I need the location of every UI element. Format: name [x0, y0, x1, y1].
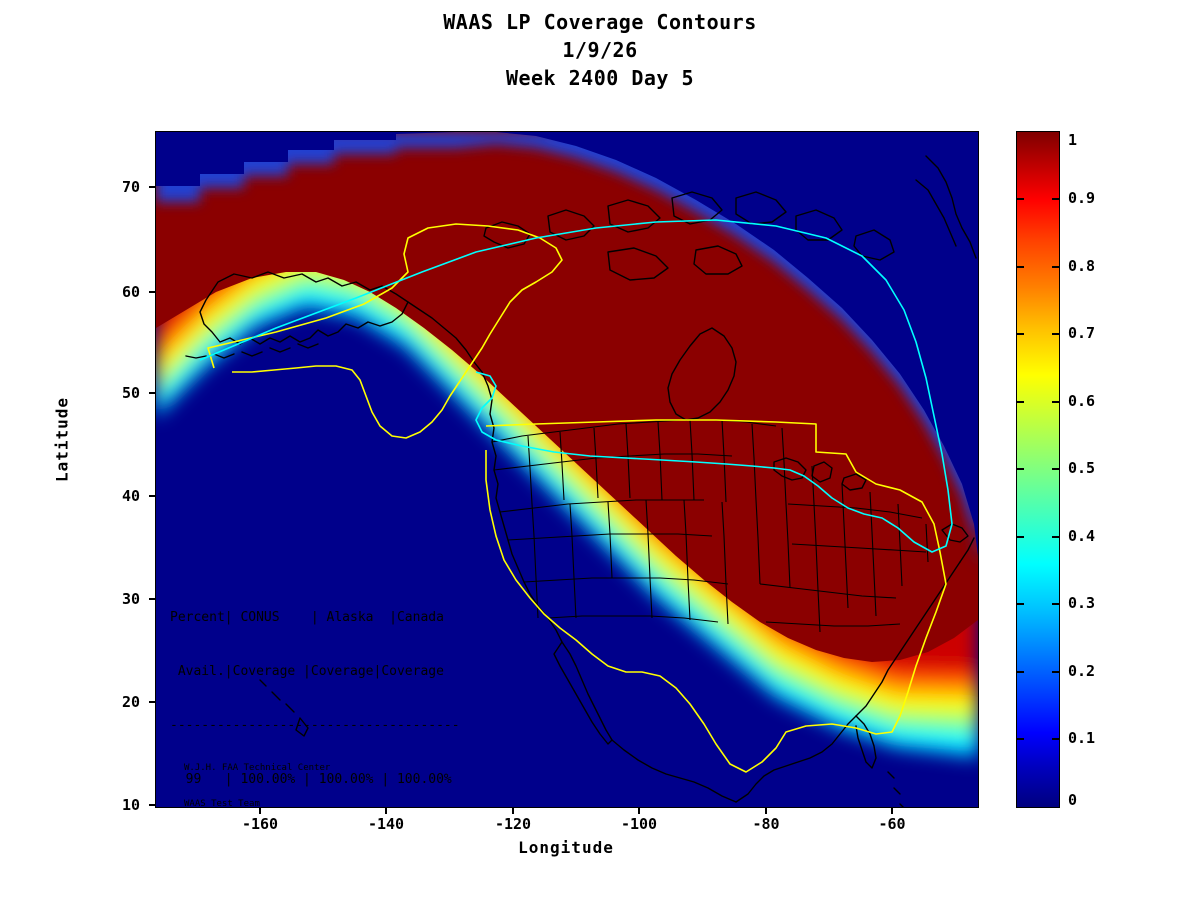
cb-tick-0-2-right	[1052, 671, 1059, 673]
stats-row-99: 99 | 100.00% | 100.00% | 100.00%	[170, 772, 452, 787]
credit-block: W.J.H. FAA Technical Center WAAS Test Te…	[184, 738, 330, 807]
y-tick-label-30: 30	[121, 590, 140, 608]
latitude-axis-title: Latitude	[52, 396, 72, 483]
cb-tick-0-1-right	[1052, 738, 1059, 740]
full-coverage-region	[156, 132, 978, 662]
cb-tick-0-7	[1017, 333, 1024, 335]
cb-tick-0-9	[1017, 198, 1024, 200]
credit-line-1: W.J.H. FAA Technical Center	[184, 763, 331, 773]
y-tick-70	[149, 186, 156, 188]
stats-divider: -------------------------------------	[170, 718, 460, 733]
cb-label-0-2: 0.2	[1068, 662, 1096, 680]
x-tick-m140	[385, 807, 387, 814]
y-tick-label-10: 10	[121, 796, 140, 814]
x-tick-label-m160: -160	[241, 815, 279, 833]
cb-tick-0-4	[1017, 536, 1024, 538]
cb-label-0-7: 0.7	[1068, 324, 1096, 342]
x-tick-label-m80: -80	[752, 815, 780, 833]
cb-tick-0-5-right	[1052, 468, 1059, 470]
geography-overlay	[185, 155, 977, 807]
cb-label-1: 1	[1068, 131, 1078, 149]
longitude-axis-title: Longitude	[518, 838, 614, 857]
y-tick-50	[149, 392, 156, 394]
arctic-no-coverage-region	[156, 132, 978, 556]
stats-header-row-1: Percent| CONUS | Alaska |Canada	[170, 610, 444, 625]
x-tick-m60	[891, 807, 893, 814]
x-tick-label-m60: -60	[878, 815, 906, 833]
cb-label-0: 0	[1068, 791, 1078, 809]
coverage-colorbar	[1016, 131, 1060, 808]
map-plot-area: Percent| CONUS | Alaska |Canada Avail.|C…	[155, 131, 979, 808]
cb-label-0-8: 0.8	[1068, 257, 1096, 275]
x-tick-m120	[512, 807, 514, 814]
y-tick-40	[149, 495, 156, 497]
alaska-service-volume-boundary	[207, 223, 563, 439]
cb-tick-0-5	[1017, 468, 1024, 470]
coverage-field	[156, 132, 978, 758]
x-tick-label-m100: -100	[620, 815, 658, 833]
cb-label-0-3: 0.3	[1068, 594, 1096, 612]
cb-label-0-6: 0.6	[1068, 392, 1096, 410]
y-tick-30	[149, 598, 156, 600]
coastline-layer	[185, 155, 977, 807]
cb-label-0-4: 0.4	[1068, 527, 1096, 545]
cb-tick-0-6-right	[1052, 401, 1059, 403]
title-line-3: Week 2400 Day 5	[505, 66, 695, 90]
title-line-2: 1/9/26	[562, 38, 638, 62]
cb-tick-0-3-right	[1052, 603, 1059, 605]
cb-tick-0-6	[1017, 401, 1024, 403]
us-state-borders-layer	[491, 419, 929, 633]
cb-tick-0-4-right	[1052, 536, 1059, 538]
y-tick-20	[149, 701, 156, 703]
x-tick-label-m120: -120	[494, 815, 532, 833]
cb-label-0-1: 0.1	[1068, 729, 1096, 747]
title-line-1: WAAS LP Coverage Contours	[443, 10, 757, 34]
cb-tick-0-2	[1017, 671, 1024, 673]
stats-header-row-2: Avail.|Coverage |Coverage|Coverage	[170, 664, 444, 679]
x-tick-m160	[259, 807, 261, 814]
cb-tick-0-7-right	[1052, 333, 1059, 335]
cb-tick-0-9-right	[1052, 198, 1059, 200]
y-tick-label-50: 50	[121, 384, 140, 402]
cb-tick-0-8	[1017, 266, 1024, 268]
y-tick-60	[149, 291, 156, 293]
cb-tick-0-8-right	[1052, 266, 1059, 268]
x-tick-m80	[765, 807, 767, 814]
x-tick-m100	[638, 807, 640, 814]
credit-line-2: WAAS Test Team	[184, 799, 260, 807]
cb-tick-0-3	[1017, 603, 1024, 605]
conus-service-volume-boundary	[485, 419, 947, 773]
cb-tick-0-1	[1017, 738, 1024, 740]
y-tick-label-60: 60	[121, 283, 140, 301]
coverage-stats-table: Percent| CONUS | Alaska |Canada Avail.|C…	[170, 573, 460, 807]
y-tick-label-20: 20	[121, 693, 140, 711]
y-tick-10	[149, 804, 156, 806]
chart-title-block: WAAS LP Coverage Contours 1/9/26 Week 24…	[0, 8, 1200, 92]
x-tick-label-m140: -140	[367, 815, 405, 833]
y-tick-label-40: 40	[121, 487, 140, 505]
cb-label-0-5: 0.5	[1068, 459, 1096, 477]
map-canvas: Percent| CONUS | Alaska |Canada Avail.|C…	[156, 132, 978, 807]
canada-service-volume-boundary	[199, 219, 953, 553]
y-tick-label-70: 70	[121, 178, 140, 196]
cb-label-0-9: 0.9	[1068, 189, 1096, 207]
